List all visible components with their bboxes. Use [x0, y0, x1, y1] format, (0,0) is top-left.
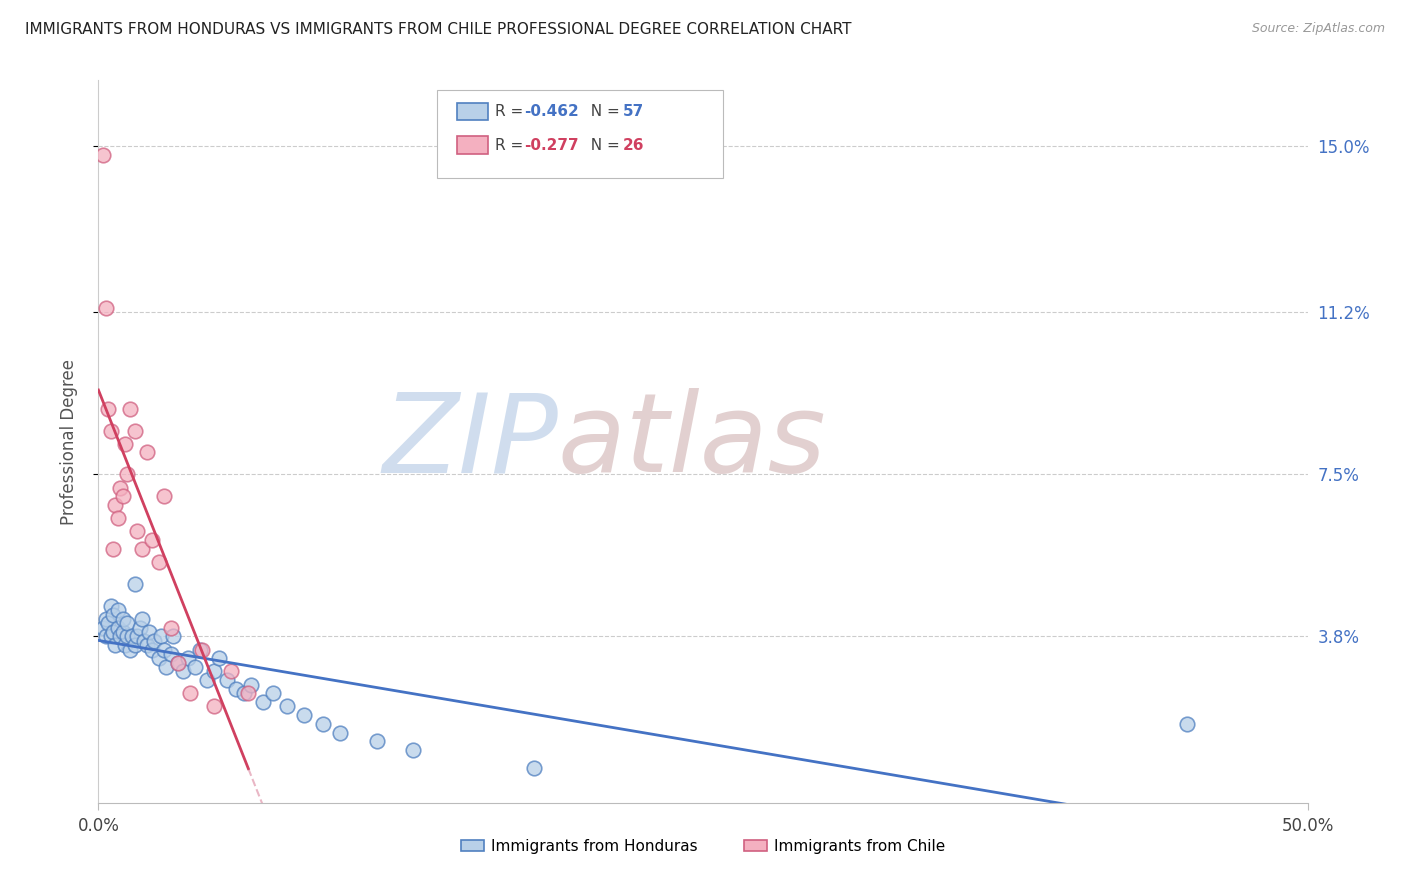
Point	[252, 695, 274, 709]
Point	[148, 555, 170, 569]
Point	[148, 651, 170, 665]
Text: R =: R =	[495, 104, 529, 119]
Point	[179, 686, 201, 700]
Point	[124, 424, 146, 438]
Point	[292, 708, 315, 723]
Point	[276, 699, 298, 714]
Point	[111, 625, 134, 640]
Point	[239, 677, 262, 691]
Point	[101, 607, 124, 622]
Point	[117, 616, 139, 631]
Legend: Immigrants from Honduras, Immigrants from Chile: Immigrants from Honduras, Immigrants fro…	[454, 833, 952, 860]
Point	[191, 642, 214, 657]
Text: -0.462: -0.462	[524, 104, 579, 119]
Text: N =: N =	[581, 138, 624, 153]
Point	[121, 629, 143, 643]
Point	[402, 743, 425, 757]
Point	[108, 481, 131, 495]
Point	[100, 599, 122, 613]
Text: 26: 26	[623, 138, 644, 153]
Point	[167, 656, 190, 670]
Point	[160, 621, 183, 635]
Point	[108, 629, 131, 643]
Point	[100, 629, 122, 643]
Point	[152, 642, 174, 657]
Point	[104, 638, 127, 652]
Point	[221, 665, 243, 679]
Point	[101, 625, 124, 640]
Point	[172, 665, 194, 679]
Point	[134, 633, 156, 648]
Point	[225, 681, 247, 696]
Y-axis label: Professional Degree: Professional Degree	[59, 359, 77, 524]
Point	[114, 436, 136, 450]
Text: 57: 57	[623, 104, 644, 119]
Point	[177, 651, 200, 665]
Point	[195, 673, 218, 688]
Point	[97, 616, 120, 631]
Text: IMMIGRANTS FROM HONDURAS VS IMMIGRANTS FROM CHILE PROFESSIONAL DEGREE CORRELATIO: IMMIGRANTS FROM HONDURAS VS IMMIGRANTS F…	[25, 22, 852, 37]
Point	[312, 717, 335, 731]
Point	[101, 541, 124, 556]
Point	[94, 301, 117, 315]
Point	[160, 647, 183, 661]
Point	[232, 686, 254, 700]
Point	[523, 761, 546, 775]
Point	[91, 147, 114, 161]
Point	[138, 625, 160, 640]
Point	[150, 629, 173, 643]
Point	[94, 612, 117, 626]
Point	[141, 642, 163, 657]
Point	[143, 633, 166, 648]
Point	[104, 498, 127, 512]
Point	[141, 533, 163, 547]
Point	[107, 621, 129, 635]
Point	[127, 629, 149, 643]
Point	[111, 612, 134, 626]
Point	[91, 621, 114, 635]
Text: atlas: atlas	[558, 388, 827, 495]
Point	[215, 673, 238, 688]
Point	[118, 401, 141, 416]
Point	[262, 686, 284, 700]
Point	[111, 489, 134, 503]
Point	[107, 603, 129, 617]
Point	[1175, 717, 1198, 731]
Point	[188, 642, 211, 657]
Point	[94, 629, 117, 643]
Point	[107, 511, 129, 525]
Point	[118, 642, 141, 657]
Point	[184, 660, 207, 674]
Point	[128, 621, 150, 635]
Point	[124, 577, 146, 591]
Text: Source: ZipAtlas.com: Source: ZipAtlas.com	[1251, 22, 1385, 36]
Point	[204, 665, 226, 679]
Point	[152, 489, 174, 503]
Point	[117, 467, 139, 482]
Text: -0.277: -0.277	[524, 138, 579, 153]
Point	[131, 612, 153, 626]
Point	[204, 699, 226, 714]
Point	[114, 638, 136, 652]
Point	[162, 629, 184, 643]
Point	[329, 725, 352, 739]
Point	[208, 651, 231, 665]
Point	[117, 629, 139, 643]
Point	[135, 445, 157, 459]
Point	[135, 638, 157, 652]
Point	[131, 541, 153, 556]
Text: R =: R =	[495, 138, 529, 153]
Point	[100, 424, 122, 438]
Point	[127, 524, 149, 539]
Text: N =: N =	[581, 104, 624, 119]
Text: ZIP: ZIP	[382, 388, 558, 495]
Point	[167, 656, 190, 670]
Point	[366, 734, 388, 748]
Point	[124, 638, 146, 652]
Point	[238, 686, 260, 700]
Point	[155, 660, 177, 674]
Point	[97, 401, 120, 416]
